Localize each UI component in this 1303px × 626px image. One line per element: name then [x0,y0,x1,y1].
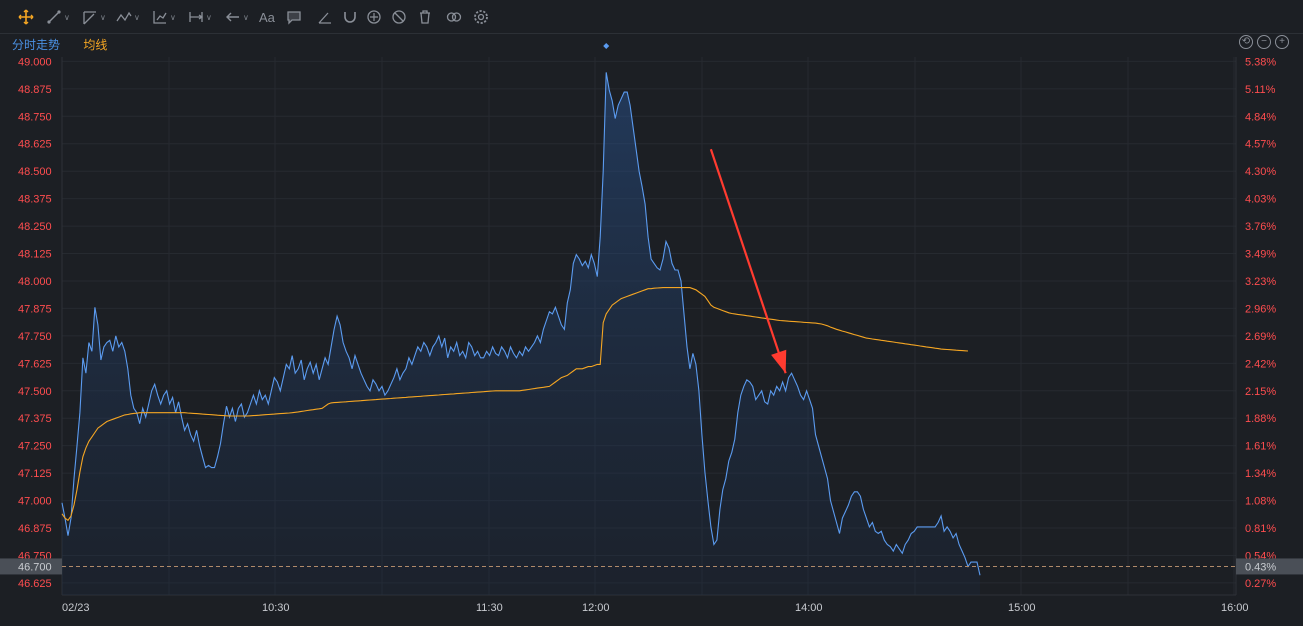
y-tick-label: 47.250 [18,441,52,453]
y-tick-label: 48.375 [18,194,52,206]
link-icon[interactable] [446,8,462,26]
y-tick-label-right: 3.49% [1245,249,1276,261]
y-tick-label-right: 2.42% [1245,358,1276,370]
x-tick-label: 11:30 [476,602,503,614]
y-tick-label: 48.000 [18,276,52,288]
lock-icon[interactable] [366,8,382,26]
y-tick-label: 48.750 [18,111,52,123]
measure-icon[interactable]: ∨ [188,8,212,26]
zoom-in-icon[interactable]: + [1275,35,1289,49]
y-tick-label-right: 1.08% [1245,496,1276,508]
y-tick-label-right: 1.34% [1245,468,1276,480]
y-tick-label: 46.875 [18,523,52,535]
magnet-icon[interactable] [342,8,358,26]
chart-legend: 分时走势 均线 [12,36,127,53]
x-tick-label: 12:00 [582,602,610,614]
trend-line-icon[interactable]: ∨ [46,8,70,26]
x-tick-label: 16:00 [1221,602,1249,614]
y-tick-label-right: 5.38% [1245,56,1276,68]
y-tick-label-right: 4.30% [1245,166,1276,178]
y-axis-right: 5.38% 5.11% 4.84% 4.57% 4.30% 4.03% 3.76% 3.49%… [1236,56,1303,590]
red-arrow-shaft [709,148,787,374]
trash-icon[interactable] [417,8,433,26]
y-axis-left: 49.000 48.875 48.750 48.625 48.500 48.375 48.2… [0,56,62,590]
chart-lines [61,72,1236,576]
y-tick-label-right: 5.11% [1245,84,1276,96]
y-tick-label: 47.875 [18,303,52,315]
x-tick-label: 02/23 [62,602,90,614]
price-area-fill [62,72,980,595]
chevron-down-icon[interactable]: ∨ [134,12,140,22]
y-tick-label: 48.625 [18,139,52,151]
arrow-back-icon[interactable]: ∨ [225,8,249,26]
comment-icon[interactable] [286,8,302,26]
chevron-down-icon[interactable]: ∨ [170,12,176,22]
current-price-box [0,558,62,575]
y-tick-label-right: 0.27% [1245,578,1276,590]
y-tick-label: 47.500 [18,386,52,398]
y-tick-label-right: 4.03% [1245,194,1276,206]
y-tick-label: 47.375 [18,413,52,425]
current-pct-box [1236,558,1303,575]
x-tick-label: 10:30 [262,602,290,614]
x-tick-label: 15:00 [1008,602,1036,614]
y-tick-label: 48.250 [18,221,52,233]
y-tick-label: 49.000 [18,56,52,68]
y-tick-label-right: 4.57% [1245,139,1276,151]
text-icon[interactable]: Aa [259,8,275,26]
y-tick-label: 47.125 [18,468,52,480]
chart-grid [61,57,1237,596]
y-tick-label-right: 2.96% [1245,303,1276,315]
chart-annotations [603,43,787,374]
y-tick-label: 48.125 [18,249,52,261]
legend-average[interactable]: 均线 [83,38,108,52]
chevron-down-icon[interactable]: ∨ [206,12,212,22]
hide-icon[interactable] [391,8,407,26]
chevron-down-icon[interactable]: ∨ [64,12,70,22]
average-line [61,287,969,522]
angle-icon[interactable] [317,8,333,26]
chart-controls: ⟲ − + [1239,35,1289,49]
gear-icon[interactable] [473,8,489,26]
price-area [62,72,980,595]
y-tick-label: 47.000 [18,496,52,508]
y-tick-label-right: 2.69% [1245,331,1276,343]
drawing-toolbar: ∨ ∨ ∨ ∨ ∨ ∨ Aa [0,0,1303,34]
y-tick-label-right: 2.15% [1245,386,1276,398]
x-tick-label: 14:00 [795,602,823,614]
y-tick-label: 47.750 [18,331,52,343]
text-tool-label: Aa [259,9,275,25]
y-tick-label-right: 1.61% [1245,441,1276,453]
high-point-marker [603,43,610,50]
price-line [61,72,981,576]
y-tick-label-right: 0.81% [1245,523,1276,535]
y-tick-label-right: 3.23% [1245,276,1276,288]
y-tick-label-right: 1.88% [1245,413,1276,425]
crosshair-icon[interactable] [18,8,34,26]
wave-icon[interactable]: ∨ [116,8,140,26]
x-axis: 02/23 10:30 11:30 12:00 14:00 15:00 16:00 [62,602,1249,614]
y-tick-label: 48.875 [18,84,52,96]
zoom-out-icon[interactable]: − [1257,35,1271,49]
y-tick-label: 47.625 [18,358,52,370]
y-tick-label: 46.625 [18,578,52,590]
current-price-label: 46.700 [18,561,52,573]
multi-line-icon[interactable]: ∨ [82,8,106,26]
y-tick-label: 48.500 [18,166,52,178]
red-arrow-head [771,349,787,374]
undo-icon[interactable]: ⟲ [1239,35,1253,49]
y-tick-label-right: 3.76% [1245,221,1276,233]
y-tick-label-right: 4.84% [1245,111,1276,123]
chevron-down-icon[interactable]: ∨ [243,12,249,22]
channel-icon[interactable]: ∨ [152,8,176,26]
current-pct-label: 0.43% [1245,561,1276,573]
legend-price[interactable]: 分时走势 [12,38,61,52]
chevron-down-icon[interactable]: ∨ [100,12,106,22]
